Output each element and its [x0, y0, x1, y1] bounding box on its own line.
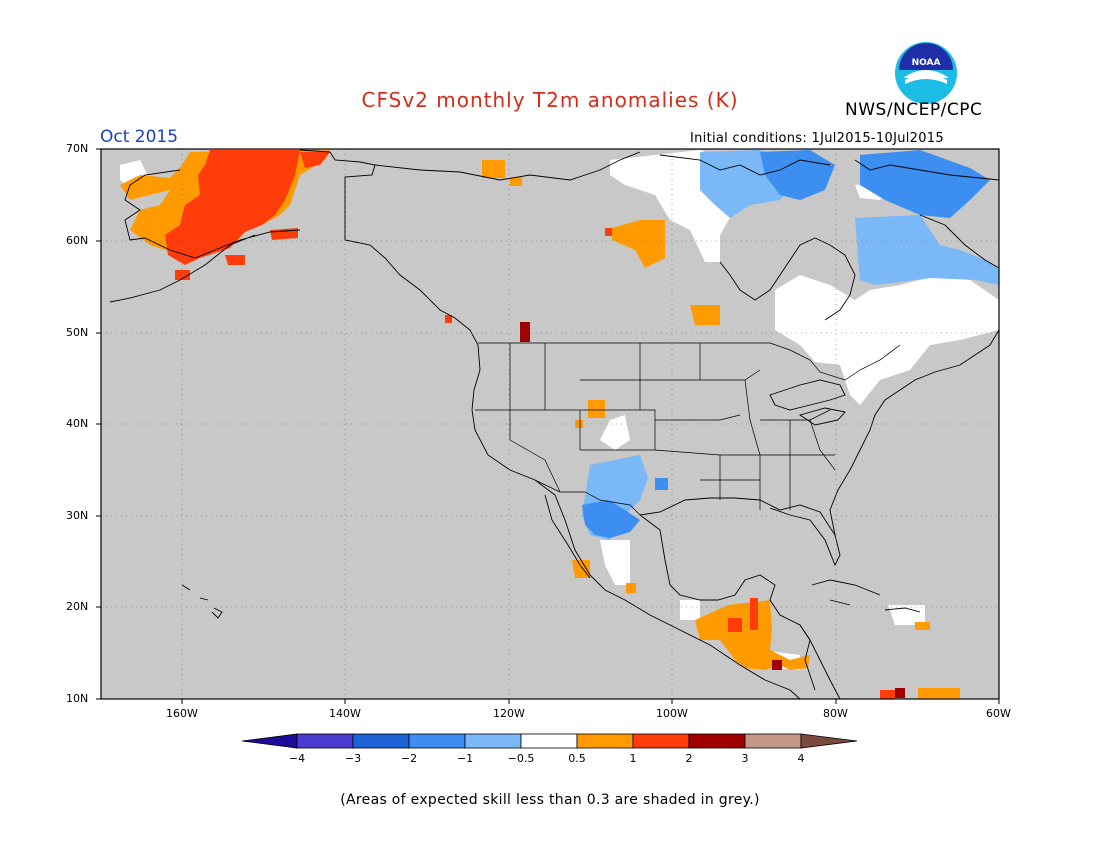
blue-regions [582, 150, 990, 538]
colorbar-label: −0.5 [507, 752, 535, 765]
colorbar-label: −2 [400, 752, 418, 765]
lon-label-80w: 80W [823, 707, 848, 720]
colorbar-label: 4 [797, 752, 805, 765]
lon-label-160w: 160W [166, 707, 198, 720]
lat-label-30n: 30N [66, 509, 89, 522]
gridlines [101, 149, 999, 699]
logo-top [899, 43, 953, 70]
colorbar-label: −1 [456, 752, 474, 765]
org-label: NWS/NCEP/CPC [845, 100, 983, 120]
lon-label-120w: 120W [493, 707, 525, 720]
borders [344, 177, 901, 516]
darkred-regions [520, 322, 905, 698]
colorbar-label: 1 [629, 752, 637, 765]
axis-ticks [96, 148, 1000, 704]
initial-conditions-label: Initial conditions: 1Jul2015-10Jul2015 [690, 131, 944, 146]
lat-label-50n: 50N [66, 326, 89, 339]
lat-label-60n: 60N [66, 234, 89, 247]
map-background [100, 148, 1000, 700]
chart-title: CFSv2 monthly T2m anomalies (K) [361, 88, 739, 112]
colorbar-label: 0.5 [568, 752, 586, 765]
colorbar-label: −3 [344, 752, 362, 765]
colorbar-label: 3 [741, 752, 749, 765]
coastlines [109, 149, 1000, 700]
noaa-logo: NOAA [895, 42, 957, 104]
anomaly-shading [120, 150, 999, 699]
colorbar-label: −4 [288, 752, 306, 765]
lon-label-100w: 100W [656, 707, 688, 720]
map-frame [100, 148, 1000, 700]
lat-label-70n: 70N [66, 142, 89, 155]
lon-label-60w: 60W [986, 707, 1011, 720]
lon-label-140w: 140W [329, 707, 361, 720]
logo-text: NOAA [912, 58, 941, 68]
skill-note: (Areas of expected skill less than 0.3 a… [340, 792, 760, 808]
lat-label-40n: 40N [66, 417, 89, 430]
colorbar-label: 2 [685, 752, 693, 765]
lat-label-10n: 10N [66, 692, 89, 705]
lat-label-20n: 20N [66, 600, 89, 613]
red-regions [165, 150, 895, 699]
month-label: Oct 2015 [100, 127, 179, 147]
